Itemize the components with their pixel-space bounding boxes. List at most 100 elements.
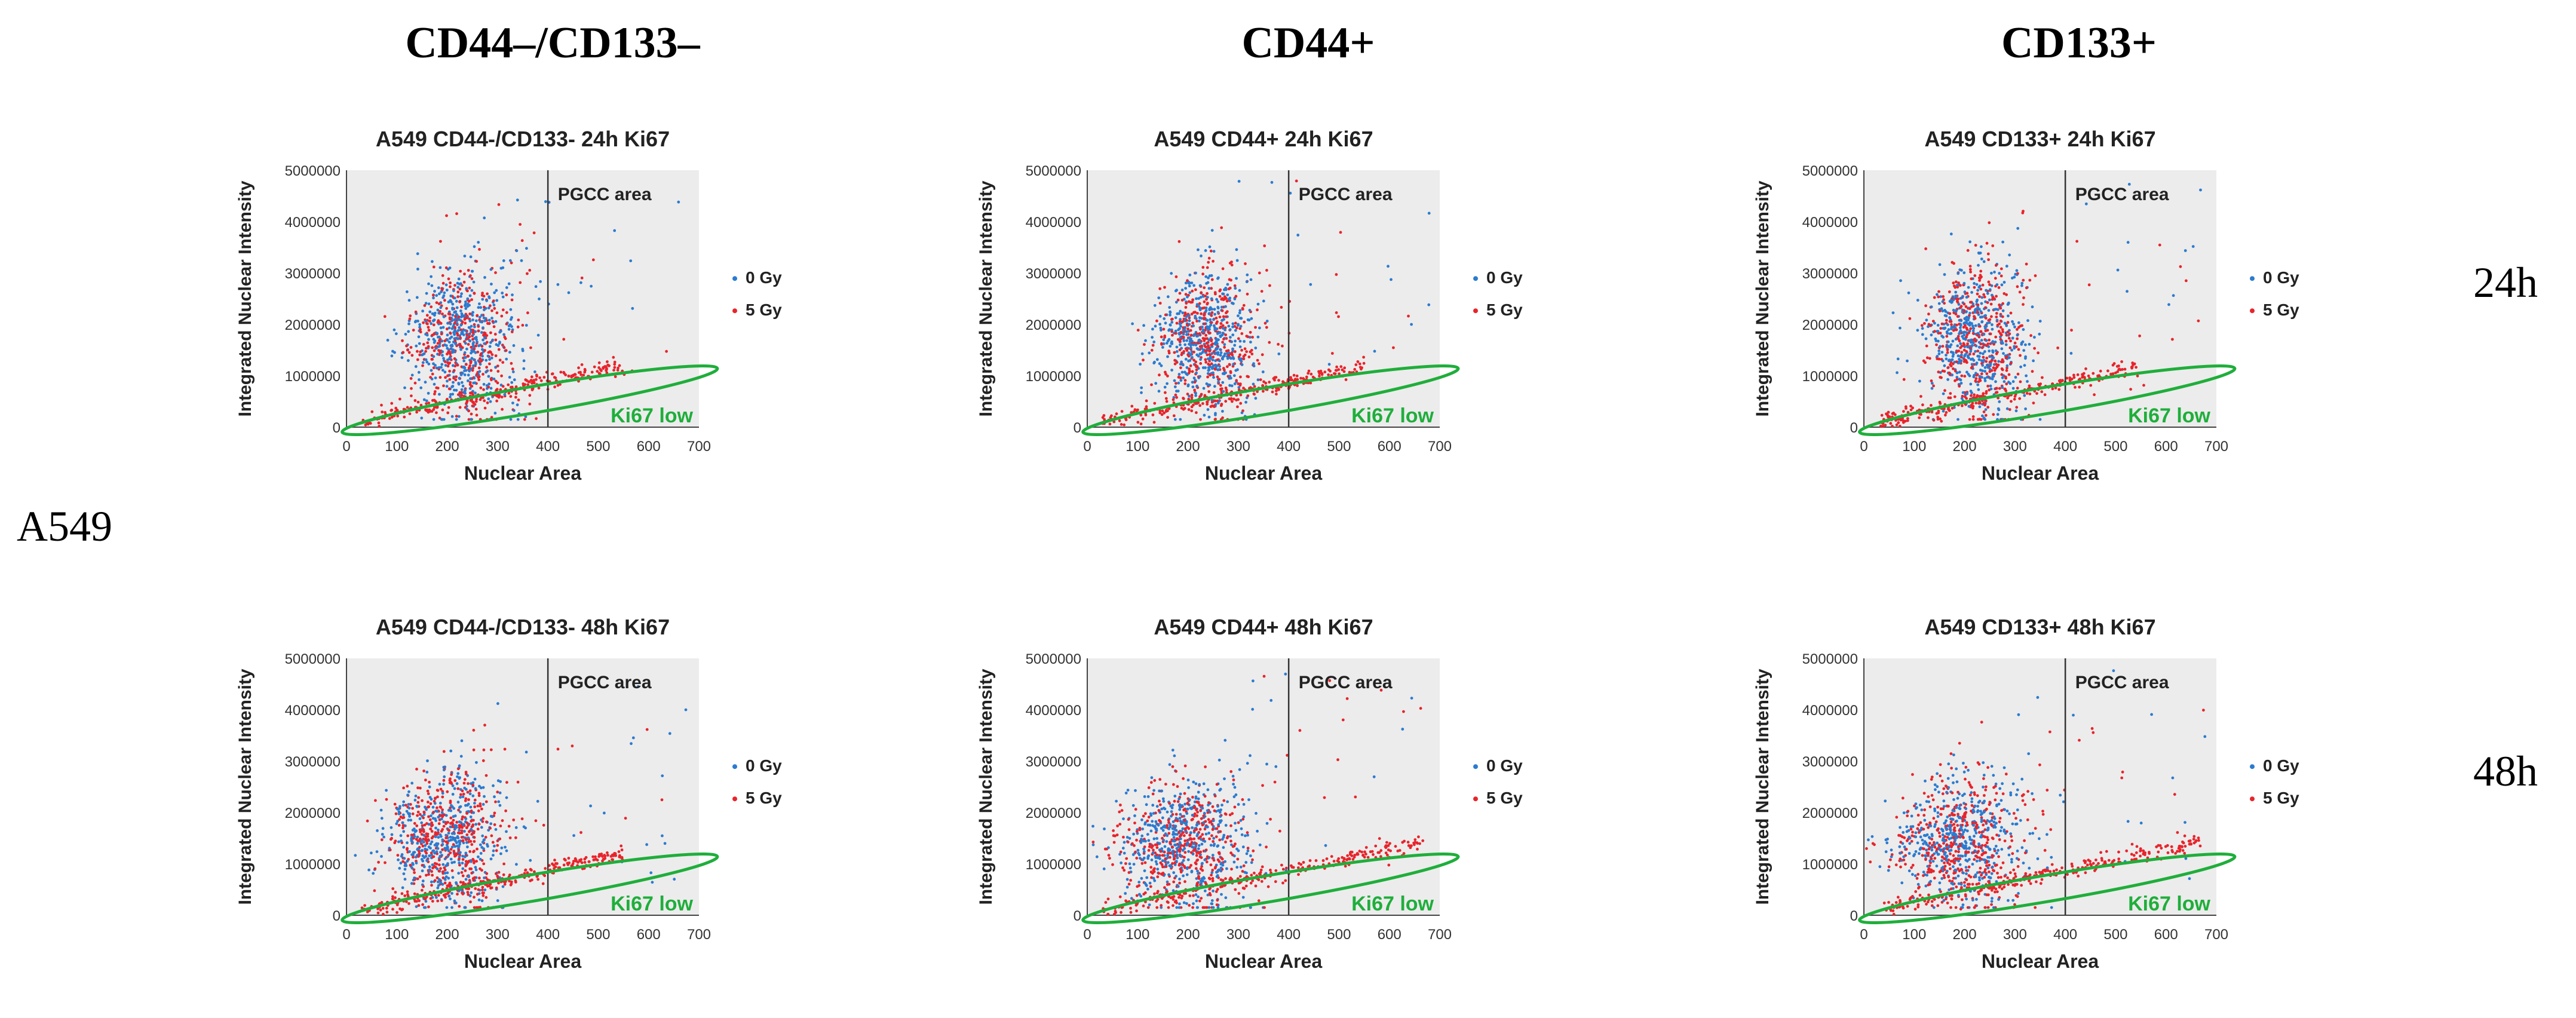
point-0gy (1143, 343, 1146, 346)
point-0gy (1985, 289, 1988, 292)
point-5gy (439, 240, 442, 243)
point-0gy (1984, 306, 1987, 309)
point-0gy (467, 379, 470, 382)
point-5gy (512, 344, 516, 347)
point-5gy (1164, 391, 1167, 394)
point-0gy (512, 818, 516, 821)
point-5gy (605, 371, 609, 375)
point-0gy (1235, 259, 1239, 262)
point-0gy (418, 323, 421, 326)
point-0gy (455, 820, 459, 824)
point-0gy (1146, 887, 1149, 891)
point-0gy (1960, 344, 1964, 348)
point-5gy (430, 836, 434, 840)
point-5gy (491, 841, 495, 844)
point-0gy (1210, 321, 1213, 324)
point-5gy (1166, 409, 1169, 412)
point-0gy (1219, 348, 1222, 351)
point-0gy (1959, 319, 1963, 323)
point-5gy (1144, 413, 1148, 416)
point-5gy (1158, 411, 1162, 415)
point-0gy (1170, 330, 1173, 333)
point-0gy (1921, 327, 1924, 330)
point-0gy (464, 342, 467, 345)
point-5gy (2005, 293, 2008, 296)
point-5gy (1946, 348, 1949, 351)
point-5gy (492, 378, 496, 381)
point-0gy (1217, 338, 1220, 342)
point-5gy (477, 329, 480, 333)
point-5gy (2116, 268, 2120, 272)
point-5gy (1210, 362, 1213, 366)
x-axis-label: Nuclear Area (1205, 462, 1322, 484)
pgcc-area-label: PGCC area (558, 673, 652, 692)
point-5gy (1173, 351, 1176, 354)
point-0gy (1968, 324, 1971, 327)
point-5gy (447, 809, 450, 812)
point-5gy (1952, 329, 1955, 332)
chart-title: A549 CD133+ 24h Ki67 (1924, 127, 2155, 151)
point-0gy (1992, 366, 1995, 370)
point-5gy (470, 872, 474, 875)
point-0gy (474, 351, 477, 354)
point-5gy (447, 894, 451, 898)
point-5gy (1157, 390, 1161, 393)
point-0gy (1994, 380, 1997, 384)
point-0gy (1922, 359, 1925, 363)
point-0gy (1158, 315, 1162, 318)
x-tick-label: 500 (2103, 439, 2127, 455)
point-0gy (613, 229, 617, 232)
point-5gy (452, 381, 455, 384)
point-0gy (1214, 359, 1217, 363)
point-5gy (1169, 311, 1172, 314)
point-5gy (2114, 371, 2117, 375)
point-5gy (402, 786, 405, 790)
point-0gy (1140, 861, 1144, 865)
point-0gy (374, 799, 377, 802)
point-0gy (495, 399, 498, 403)
point-5gy (446, 847, 449, 850)
point-0gy (442, 315, 446, 318)
point-0gy (447, 406, 450, 409)
point-5gy (430, 851, 433, 855)
point-0gy (440, 817, 443, 821)
point-0gy (416, 801, 420, 804)
point-5gy (1242, 387, 1245, 390)
point-0gy (526, 311, 529, 315)
point-5gy (612, 369, 615, 372)
point-0gy (1192, 324, 1195, 327)
point-5gy (1955, 323, 1958, 327)
y-tick-label: 5000000 (1802, 163, 1858, 179)
point-5gy (1231, 400, 1234, 403)
point-0gy (456, 363, 459, 367)
point-5gy (1112, 420, 1116, 424)
point-0gy (1207, 330, 1210, 334)
point-0gy (1994, 263, 1998, 267)
point-0gy (430, 814, 433, 817)
point-5gy (482, 786, 485, 789)
point-0gy (1946, 340, 1950, 344)
point-5gy (1167, 351, 1171, 355)
x-tick-label: 700 (1428, 927, 1452, 943)
point-5gy (510, 381, 514, 384)
point-0gy (1204, 295, 1207, 298)
point-0gy (2013, 347, 2016, 350)
point-0gy (1207, 256, 1211, 260)
point-0gy (470, 810, 473, 812)
point-5gy (465, 812, 468, 815)
point-0gy (501, 292, 504, 295)
point-5gy (2005, 366, 2008, 370)
point-0gy (423, 823, 427, 827)
point-5gy (1163, 317, 1166, 320)
point-0gy (1224, 333, 1227, 336)
point-0gy (1927, 325, 1930, 329)
point-5gy (1235, 248, 1238, 252)
point-0gy (1227, 354, 1231, 357)
point-5gy (447, 277, 450, 281)
point-5gy (476, 804, 480, 808)
point-0gy (436, 847, 440, 850)
point-5gy (450, 415, 454, 418)
point-5gy (2074, 385, 2077, 389)
point-5gy (471, 338, 474, 341)
point-5gy (1318, 375, 1321, 378)
